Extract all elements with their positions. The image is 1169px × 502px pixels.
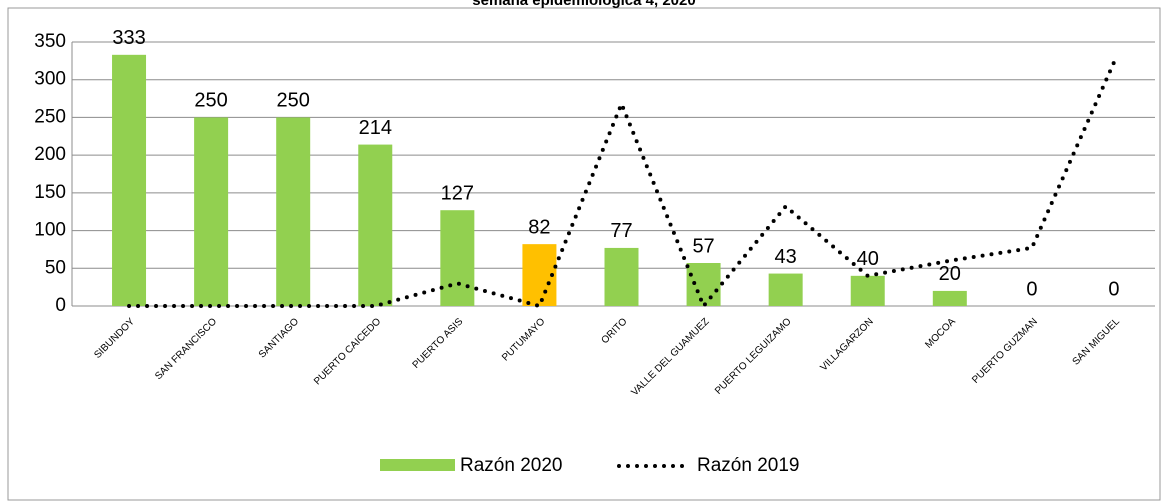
legend-label: Razón 2019 — [697, 455, 799, 476]
legend-label: Razón 2020 — [460, 455, 562, 476]
bar — [440, 210, 475, 306]
data-label: 333 — [112, 27, 145, 49]
x-tick-label: SAN FRANCISCO — [153, 316, 219, 382]
chart-title: semana epidemiológica 4, 2020 — [472, 0, 695, 9]
chart-border — [7, 7, 1161, 501]
data-label: 57 — [692, 235, 714, 257]
data-label: 0 — [1108, 278, 1119, 300]
y-tick-label: 100 — [34, 220, 66, 241]
data-label: 43 — [775, 246, 797, 268]
data-label: 40 — [857, 248, 879, 270]
bar — [850, 275, 885, 306]
bar — [932, 290, 967, 306]
bar — [112, 54, 147, 306]
y-tick-label: 250 — [34, 106, 66, 127]
y-tick-label: 300 — [34, 69, 66, 90]
data-label: 82 — [528, 216, 550, 238]
x-tick-label: SAN MIGUEL — [1071, 316, 1123, 368]
legend-swatch — [380, 459, 455, 471]
x-tick-label: PUTUMAYO — [500, 316, 547, 363]
data-label: 127 — [441, 182, 474, 204]
x-tick-label: VALLE DEL GUAMUEZ — [630, 316, 712, 398]
bar — [276, 117, 311, 306]
x-tick-label: PUERTO LEGUIZAMO — [713, 316, 794, 397]
bar — [686, 263, 721, 306]
bar — [604, 247, 639, 306]
x-tick-label: ORITO — [599, 316, 629, 346]
data-label: 0 — [1026, 278, 1037, 300]
y-tick-label: 200 — [34, 144, 66, 165]
bar — [358, 144, 393, 306]
x-tick-label: PUERTO CAICEDO — [312, 316, 383, 387]
y-tick-label: 150 — [34, 182, 66, 203]
data-label: 250 — [194, 90, 227, 112]
y-tick-label: 350 — [34, 31, 66, 52]
data-label: 214 — [359, 117, 392, 139]
x-tick-label: MOCOA — [923, 316, 958, 351]
y-tick-label: 50 — [45, 257, 66, 278]
bar — [768, 273, 803, 306]
data-label: 77 — [610, 220, 632, 242]
x-tick-label: SIBUNDOY — [92, 316, 137, 361]
x-tick-label: VILLAGARZON — [818, 316, 875, 373]
data-label: 250 — [277, 90, 310, 112]
x-tick-label: PUERTO ASIS — [411, 316, 466, 371]
data-label: 20 — [939, 263, 961, 285]
y-tick-label: 0 — [55, 295, 66, 316]
bar — [194, 117, 229, 306]
x-tick-label: PUERTO GUZMAN — [970, 316, 1040, 386]
x-tick-label: SANTIAGO — [257, 316, 301, 360]
